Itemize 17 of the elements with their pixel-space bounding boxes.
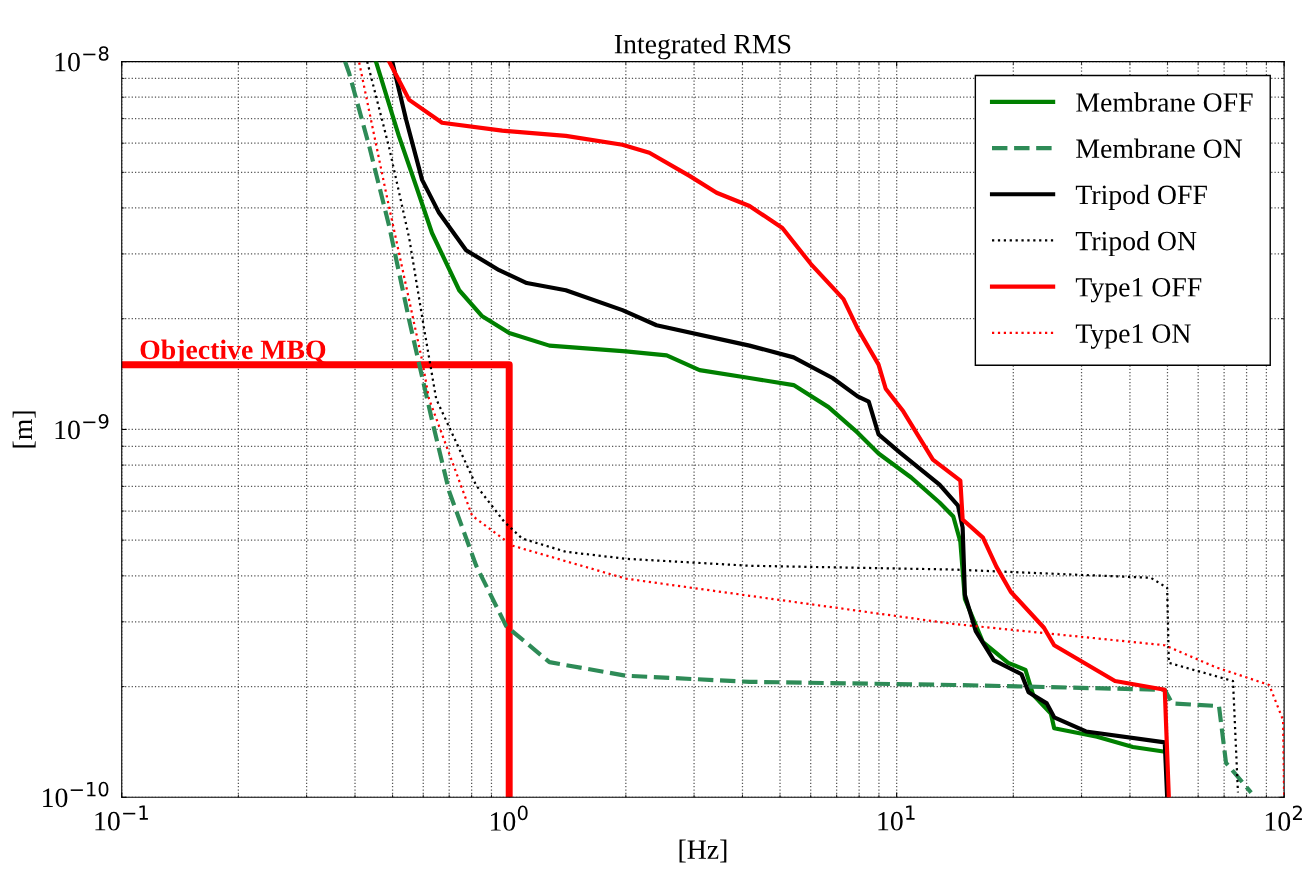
legend-label: Membrane ON [1076, 138, 1243, 159]
chart-title: Integrated RMS [614, 33, 791, 60]
legend-label: Tripod ON [1075, 230, 1197, 257]
legend-label: Type1 ON [1075, 324, 1191, 349]
legend-label: Type1 OFF [1075, 277, 1202, 303]
x-axis-title: [Hz] [679, 839, 727, 863]
y-tick-label: 10$^{−10}$ [43, 781, 109, 808]
legend-label: Membrane OFF [1076, 92, 1253, 112]
annotation: Objective MBQ [140, 339, 326, 365]
x-tick-label: 10$^{0}$ [490, 805, 528, 831]
y-axis-title: [m] [12, 411, 36, 448]
y-tick-label: 10$^{−9}$ [55, 413, 109, 440]
y-tick-label: 10$^{−8}$ [55, 46, 109, 72]
x-tick-label: 10$^{−1}$ [95, 805, 148, 831]
legend-label: Tripod OFF [1075, 184, 1207, 210]
x-tick-label: 10$^{1}$ [878, 805, 915, 831]
x-tick-label: 10$^{2}$ [1265, 805, 1302, 831]
